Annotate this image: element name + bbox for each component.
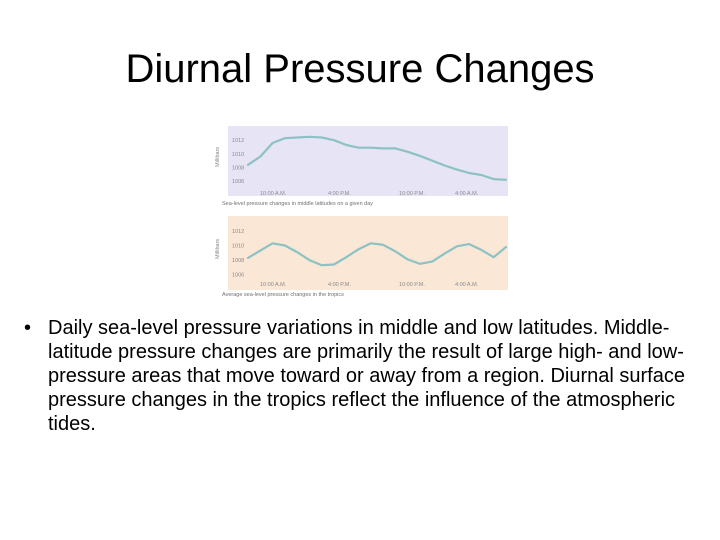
- y-tick-label: 1010: [232, 244, 244, 250]
- chart-caption-tropics: Average sea-level pressure changes in th…: [222, 292, 344, 298]
- x-tick-label: 10:00 A.M.: [260, 282, 287, 288]
- bullet-text: Daily sea-level pressure variations in m…: [48, 317, 685, 435]
- bullet-item: • Daily sea-level pressure variations in…: [24, 316, 694, 436]
- chart-panel-midlat: [228, 126, 508, 196]
- x-tick-label: 10:00 P.M.: [399, 282, 425, 288]
- y-axis-label: Millibars: [215, 147, 221, 167]
- x-tick-label: 4:00 A.M.: [455, 282, 479, 288]
- series-line-tropics: [246, 242, 508, 267]
- slide-title: Diurnal Pressure Changes: [125, 47, 595, 91]
- chart-panel-tropics: [228, 216, 508, 290]
- pressure-charts: Millibars 1012 1010 1008 1006 10:00 A.M. 4:00 …: [215, 126, 508, 298]
- x-tick-label: 10:00 P.M.: [399, 191, 425, 197]
- pressure-figure: Millibars 1012 1010 1008 1006 10:00 A.M. 4:00 …: [212, 124, 512, 302]
- bullet-dot: •: [24, 317, 32, 339]
- y-tick-label: 1010: [232, 152, 244, 158]
- y-tick-label: 1012: [232, 138, 244, 144]
- y-tick-label: 1012: [232, 229, 244, 235]
- x-tick-label: 4:00 P.M.: [328, 191, 351, 197]
- y-tick-label: 1006: [232, 273, 244, 279]
- y-tick-label: 1008: [232, 166, 244, 172]
- y-axis-label: Millibars: [215, 239, 221, 259]
- x-tick-label: 4:00 P.M.: [328, 282, 351, 288]
- x-tick-label: 4:00 A.M.: [455, 191, 479, 197]
- chart-caption-midlat: Sea-level pressure changes in middle lat…: [222, 201, 373, 207]
- x-tick-label: 10:00 A.M.: [260, 191, 287, 197]
- y-tick-label: 1008: [232, 258, 244, 264]
- y-tick-label: 1006: [232, 179, 244, 185]
- series-line-midlat: [246, 135, 508, 181]
